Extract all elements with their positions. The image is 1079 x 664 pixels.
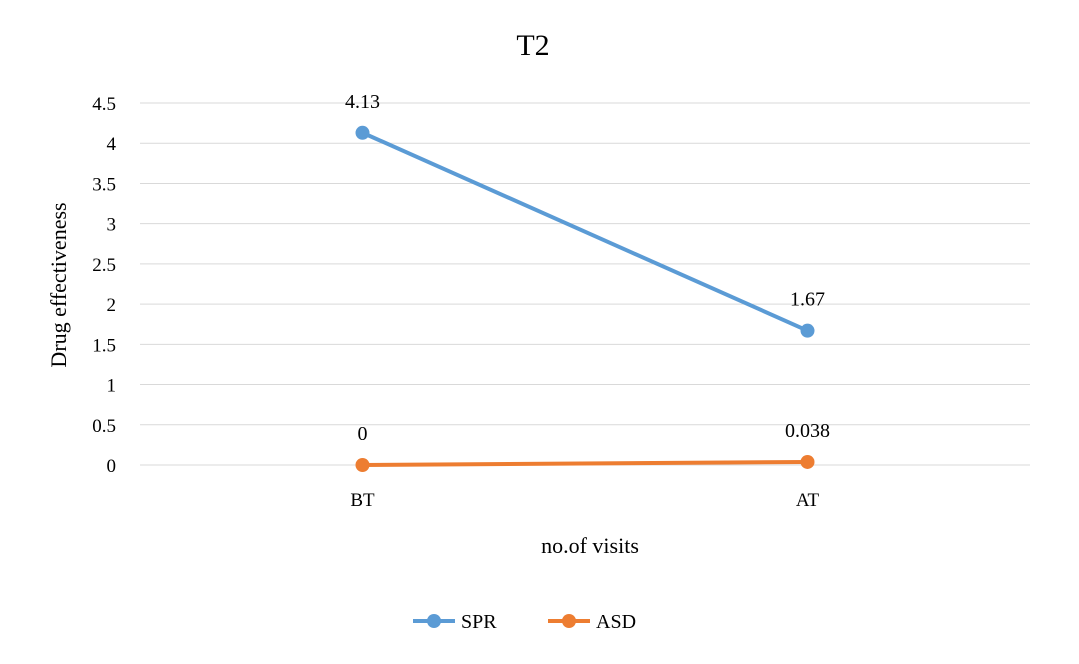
x-tick-label: AT [796,490,820,511]
data-label-spr: 1.67 [790,289,825,311]
data-point-spr [355,125,370,140]
y-tick-label: 3 [107,215,117,236]
chart-title: T2 [516,29,549,62]
data-point-asd [355,458,370,472]
y-axis-ticks: 0 0.5 1 1.5 2 2.5 3 3.5 4 4.5 [92,94,116,477]
y-axis-title: Drug effectiveness [46,202,71,367]
x-axis-ticks: BT AT [350,490,819,511]
x-axis-title: no.of visits [541,533,639,558]
data-label-spr: 4.13 [345,91,380,113]
series-line-spr [360,130,810,333]
y-tick-label: 1 [107,376,117,397]
data-labels: 4.13 1.67 0 0.038 [345,91,830,445]
series [355,125,815,472]
y-tick-label: 4.5 [92,94,116,115]
legend-marker-spr [427,614,441,628]
series-line-asd [360,459,810,467]
y-tick-label: 0.5 [92,416,116,437]
y-tick-label: 4 [107,134,117,155]
gridlines [140,102,1030,466]
data-label-asd: 0.038 [785,420,830,442]
data-point-spr [800,323,815,338]
legend-label-asd: ASD [596,611,636,633]
legend-label-spr: SPR [461,611,497,633]
y-tick-label: 1.5 [92,335,116,356]
legend-marker-asd [562,614,576,628]
data-point-asd [800,454,815,469]
y-tick-label: 0 [107,456,117,477]
data-label-asd: 0 [358,423,368,445]
y-tick-label: 2.5 [92,255,116,276]
y-tick-label: 3.5 [92,174,116,195]
legend: SPR ASD [413,611,636,633]
x-tick-label: BT [350,490,375,511]
y-tick-label: 2 [107,295,117,316]
